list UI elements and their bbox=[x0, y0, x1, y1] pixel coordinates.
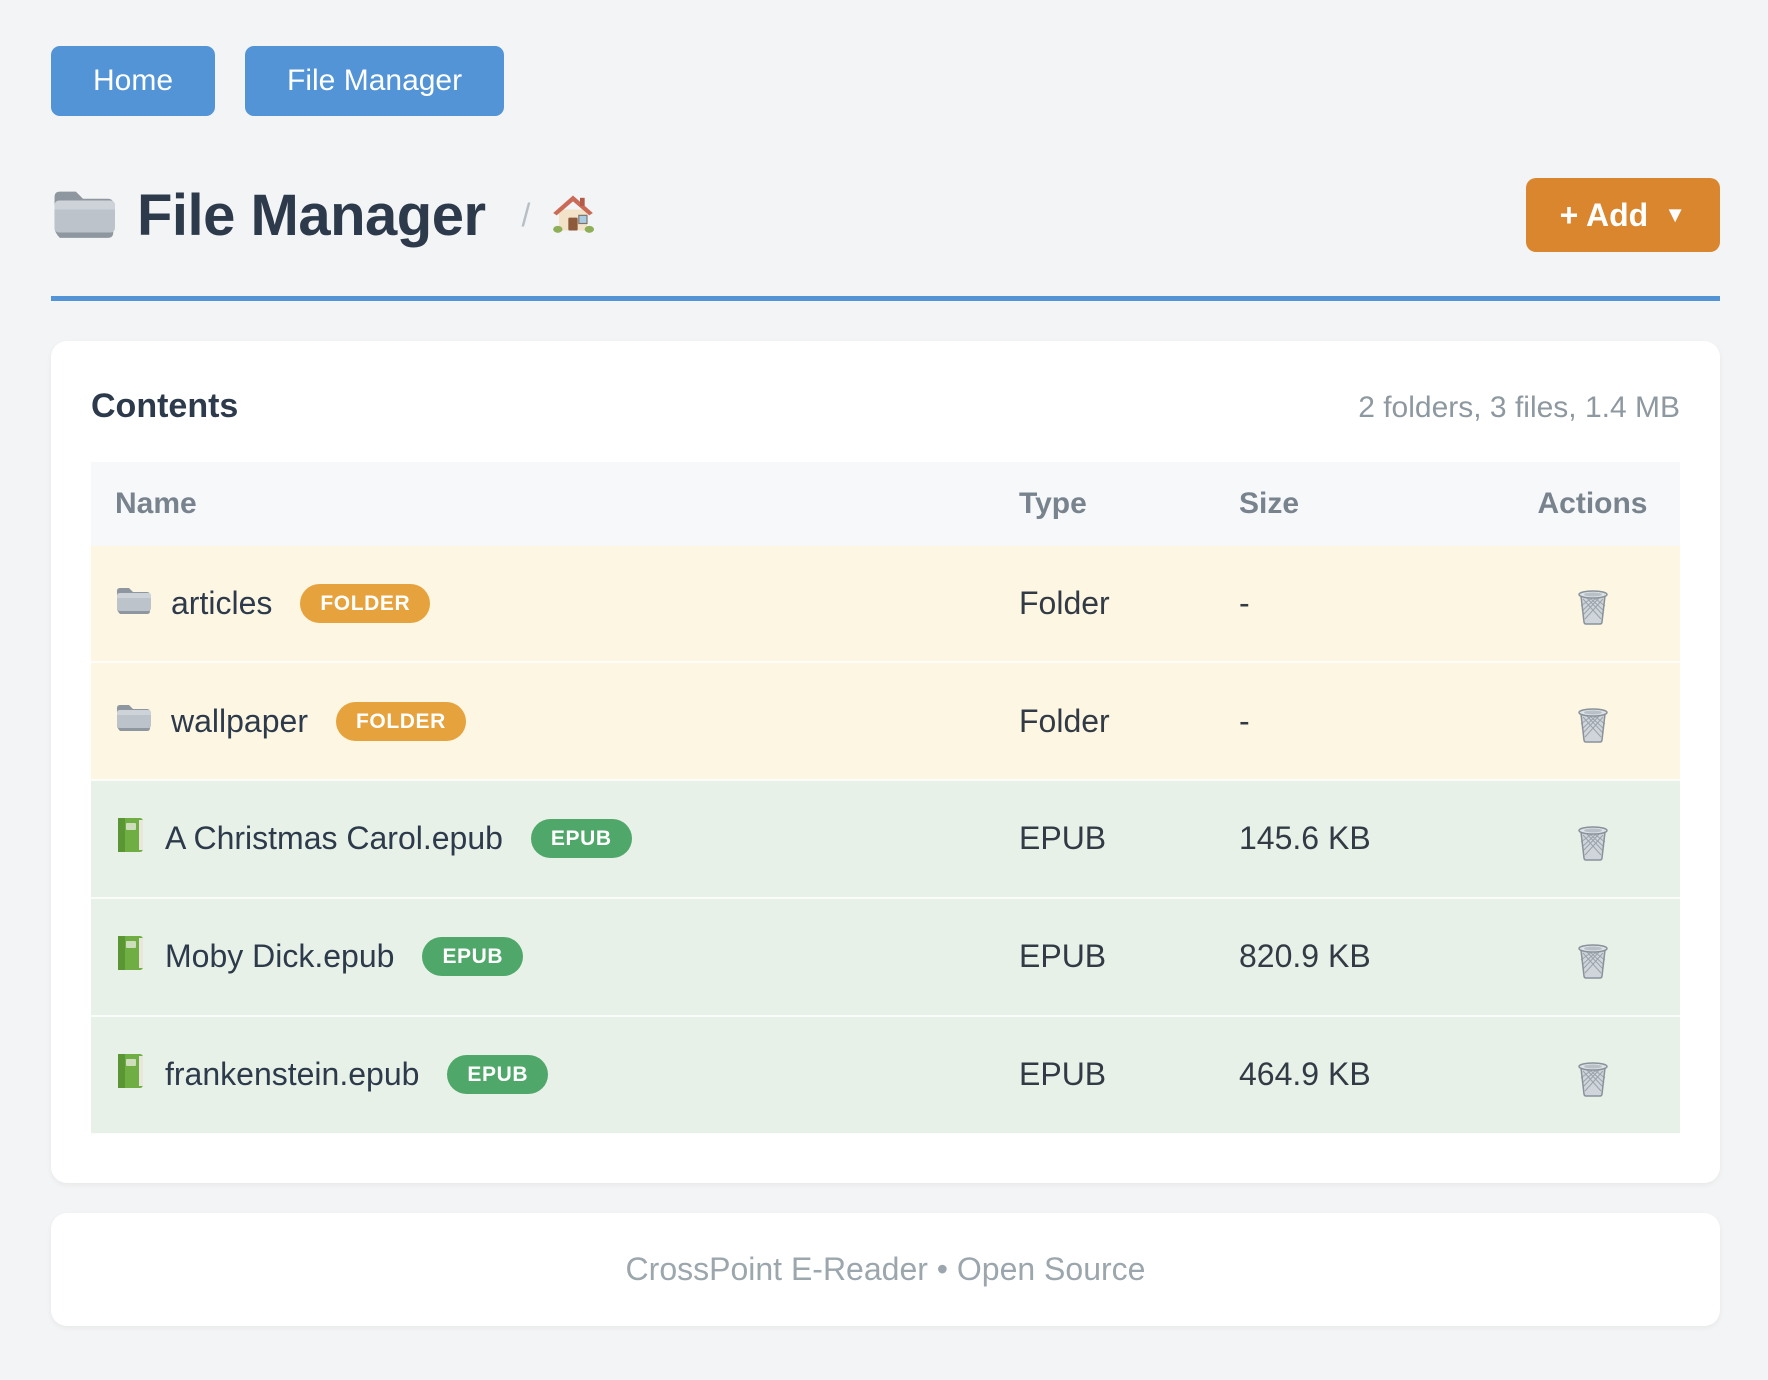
add-button[interactable]: + Add ▼ bbox=[1525, 178, 1720, 252]
file-name-link[interactable]: Moby Dick.epub bbox=[165, 938, 395, 975]
add-button-label: + Add bbox=[1559, 197, 1649, 233]
type-badge: EPUB bbox=[422, 937, 524, 977]
folder-icon bbox=[115, 585, 151, 623]
name-cell: frankenstein.epub EPUB bbox=[115, 1053, 971, 1097]
contents-summary: 2 folders, 3 files, 1.4 MB bbox=[1358, 391, 1680, 424]
delete-button[interactable] bbox=[1577, 943, 1609, 979]
book-icon bbox=[115, 817, 145, 861]
file-manager-button[interactable]: File Manager bbox=[245, 46, 505, 116]
row-type: EPUB bbox=[1019, 1056, 1107, 1093]
name-cell: articles FOLDER bbox=[115, 584, 971, 624]
trash-icon bbox=[1577, 707, 1609, 743]
home-breadcrumb-icon[interactable] bbox=[552, 193, 595, 238]
file-table: Name Type Size Actions bbox=[91, 462, 1680, 1135]
type-badge: FOLDER bbox=[335, 701, 466, 741]
row-size: - bbox=[1239, 702, 1250, 739]
top-nav: Home File Manager bbox=[51, 46, 1720, 116]
type-badge: EPUB bbox=[530, 819, 632, 859]
breadcrumb-separator: / bbox=[521, 196, 531, 233]
delete-button[interactable] bbox=[1577, 707, 1609, 743]
row-type: Folder bbox=[1019, 702, 1110, 739]
folder-icon bbox=[115, 702, 151, 740]
footer-text: CrossPoint E-Reader • Open Source bbox=[625, 1250, 1146, 1287]
trash-icon bbox=[1577, 943, 1609, 979]
chevron-down-icon: ▼ bbox=[1664, 202, 1686, 227]
delete-button[interactable] bbox=[1577, 1061, 1609, 1097]
column-header-name: Name bbox=[91, 462, 995, 546]
file-name-link[interactable]: frankenstein.epub bbox=[165, 1056, 420, 1093]
book-icon bbox=[115, 1053, 145, 1097]
row-size: 464.9 KB bbox=[1239, 1056, 1371, 1093]
table-row[interactable]: articles FOLDER Folder - bbox=[91, 546, 1680, 663]
column-header-actions: Actions bbox=[1505, 462, 1680, 546]
contents-card-header: Contents 2 folders, 3 files, 1.4 MB bbox=[91, 387, 1680, 426]
folder-icon bbox=[51, 186, 115, 245]
footer-card: CrossPoint E-Reader • Open Source bbox=[51, 1212, 1720, 1326]
file-name-link[interactable]: articles bbox=[171, 585, 273, 622]
row-type: EPUB bbox=[1019, 938, 1107, 975]
name-cell: Moby Dick.epub EPUB bbox=[115, 935, 971, 979]
row-type: Folder bbox=[1019, 585, 1110, 622]
table-body: articles FOLDER Folder - bbox=[91, 546, 1680, 1134]
delete-button[interactable] bbox=[1577, 589, 1609, 626]
type-badge: FOLDER bbox=[300, 584, 431, 624]
page-title: File Manager bbox=[137, 182, 486, 248]
trash-icon bbox=[1577, 589, 1609, 626]
file-name-link[interactable]: wallpaper bbox=[171, 702, 308, 739]
home-button[interactable]: Home bbox=[51, 46, 216, 116]
type-badge: EPUB bbox=[447, 1055, 549, 1095]
trash-icon bbox=[1577, 825, 1609, 861]
contents-title: Contents bbox=[91, 387, 239, 425]
book-icon bbox=[115, 935, 145, 979]
row-size: - bbox=[1239, 585, 1250, 622]
name-cell: A Christmas Carol.epub EPUB bbox=[115, 817, 971, 861]
trash-icon bbox=[1577, 1061, 1609, 1097]
row-size: 145.6 KB bbox=[1239, 820, 1371, 857]
row-size: 820.9 KB bbox=[1239, 938, 1371, 975]
contents-card: Contents 2 folders, 3 files, 1.4 MB Name… bbox=[51, 341, 1720, 1183]
page-header: File Manager / + Add ▼ bbox=[51, 178, 1720, 301]
column-header-size: Size bbox=[1215, 462, 1505, 546]
name-cell: wallpaper FOLDER bbox=[115, 701, 971, 741]
column-header-type: Type bbox=[995, 462, 1215, 546]
file-table-head: Name Type Size Actions bbox=[91, 462, 1680, 546]
title-group: File Manager / bbox=[51, 182, 595, 249]
file-name-link[interactable]: A Christmas Carol.epub bbox=[165, 820, 503, 857]
table-row[interactable]: wallpaper FOLDER Folder - bbox=[91, 662, 1680, 780]
delete-button[interactable] bbox=[1577, 825, 1609, 861]
row-type: EPUB bbox=[1019, 820, 1107, 857]
table-row[interactable]: Moby Dick.epub EPUB EPUB 820.9 KB bbox=[91, 897, 1680, 1016]
table-row[interactable]: A Christmas Carol.epub EPUB EPUB 145.6 K… bbox=[91, 779, 1680, 898]
table-row[interactable]: frankenstein.epub EPUB EPUB 464.9 KB bbox=[91, 1015, 1680, 1134]
